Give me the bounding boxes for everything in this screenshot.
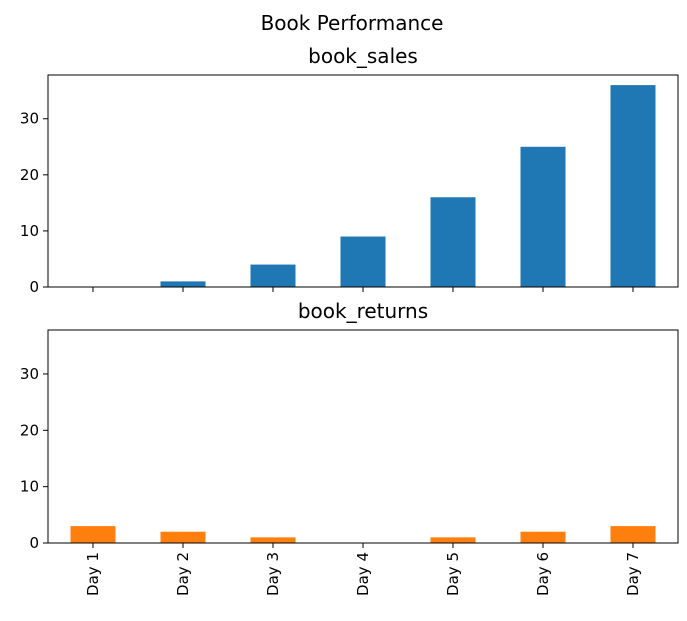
bar-book-returns-day-5 (430, 537, 476, 543)
bar-book-returns-day-1 (70, 526, 116, 543)
subplot-title-book-sales: book_sales (308, 44, 418, 68)
x-tick-label: Day 2 (174, 552, 192, 596)
bar-book-returns-day-6 (520, 531, 566, 543)
bar-book-sales-day-4 (340, 236, 386, 287)
bar-book-sales-day-3 (250, 264, 296, 287)
subplot-book-sales: book_sales 0 10 20 30 (20, 44, 679, 296)
y-tick-label: 0 (29, 278, 39, 296)
x-tick-label: Day 5 (444, 552, 462, 596)
bar-book-returns-day-2 (160, 531, 206, 543)
y-tick-label: 10 (20, 222, 39, 240)
axes-frame-book-returns (47, 329, 679, 544)
subplot-book-returns: book_returns 0 10 20 30 Day 1 Day 2 Day 3 Day 4… (20, 299, 679, 596)
bar-book-sales-day-5 (430, 197, 476, 287)
bar-book-sales-day-2 (160, 281, 206, 287)
subplot-title-book-returns: book_returns (298, 299, 428, 323)
bar-book-returns-day-3 (250, 537, 296, 543)
bar-book-returns-day-7 (610, 526, 656, 543)
y-tick-label: 30 (20, 110, 39, 128)
y-tick-label: 20 (20, 421, 39, 439)
y-tick-label: 20 (20, 166, 39, 184)
x-tick-label: Day 1 (84, 552, 102, 596)
bar-book-sales-day-7 (610, 85, 656, 287)
y-tick-label: 0 (29, 534, 39, 552)
y-tick-label: 10 (20, 478, 39, 496)
x-tick-label: Day 6 (534, 552, 552, 596)
y-tick-label: 30 (20, 365, 39, 383)
bar-book-sales-day-6 (520, 146, 566, 287)
x-tick-label: Day 7 (624, 552, 642, 596)
x-tick-label: Day 3 (264, 552, 282, 596)
figure-title: Book Performance (261, 11, 444, 35)
x-tick-label: Day 4 (354, 552, 372, 596)
